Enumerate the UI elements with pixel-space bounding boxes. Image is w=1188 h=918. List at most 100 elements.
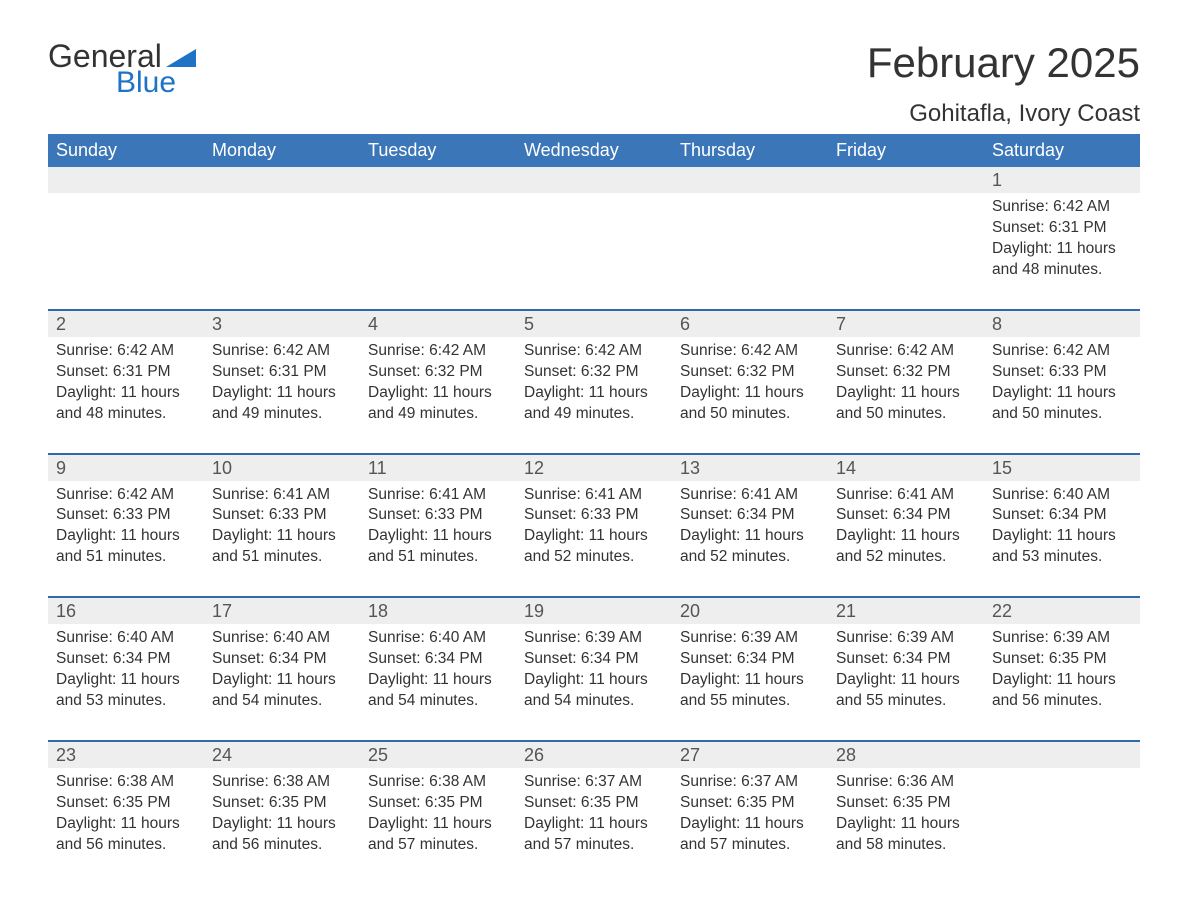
day-details-cell: Sunrise: 6:41 AMSunset: 6:34 PMDaylight:…: [828, 481, 984, 598]
daylight-text: Daylight: 11 hours and 57 minutes.: [680, 814, 820, 856]
daylight-text: Daylight: 11 hours and 58 minutes.: [836, 814, 976, 856]
day-number-cell: 18: [360, 597, 516, 624]
daylight-text: Daylight: 11 hours and 52 minutes.: [680, 526, 820, 568]
sunset-text: Sunset: 6:33 PM: [212, 505, 352, 526]
sunset-text: Sunset: 6:31 PM: [212, 362, 352, 383]
sunrise-text: Sunrise: 6:39 AM: [992, 628, 1132, 649]
daylight-text: Daylight: 11 hours and 54 minutes.: [368, 670, 508, 712]
day-number-cell: 22: [984, 597, 1140, 624]
day-number-cell: 16: [48, 597, 204, 624]
day-number-cell: 2: [48, 310, 204, 337]
day-number-cell: [984, 741, 1140, 768]
dow-sunday: Sunday: [48, 134, 204, 167]
day-details-cell: [828, 193, 984, 310]
day-number-cell: 13: [672, 454, 828, 481]
daylight-text: Daylight: 11 hours and 57 minutes.: [368, 814, 508, 856]
sunrise-text: Sunrise: 6:42 AM: [212, 341, 352, 362]
day-number-cell: 4: [360, 310, 516, 337]
daylight-text: Daylight: 11 hours and 52 minutes.: [524, 526, 664, 568]
dow-saturday: Saturday: [984, 134, 1140, 167]
sunset-text: Sunset: 6:34 PM: [368, 649, 508, 670]
calendar-page: General Blue February 2025 Gohitafla, Iv…: [0, 0, 1188, 918]
day-number-cell: [828, 167, 984, 193]
day-details-cell: Sunrise: 6:42 AMSunset: 6:32 PMDaylight:…: [672, 337, 828, 454]
daylight-text: Daylight: 11 hours and 53 minutes.: [56, 670, 196, 712]
week-details-row: Sunrise: 6:40 AMSunset: 6:34 PMDaylight:…: [48, 624, 1140, 741]
sunset-text: Sunset: 6:35 PM: [56, 793, 196, 814]
daylight-text: Daylight: 11 hours and 57 minutes.: [524, 814, 664, 856]
sunrise-text: Sunrise: 6:42 AM: [524, 341, 664, 362]
day-number-cell: 20: [672, 597, 828, 624]
daylight-text: Daylight: 11 hours and 56 minutes.: [212, 814, 352, 856]
day-details-cell: Sunrise: 6:38 AMSunset: 6:35 PMDaylight:…: [204, 768, 360, 866]
daylight-text: Daylight: 11 hours and 55 minutes.: [680, 670, 820, 712]
day-details-cell: Sunrise: 6:41 AMSunset: 6:34 PMDaylight:…: [672, 481, 828, 598]
day-number-cell: 15: [984, 454, 1140, 481]
daylight-text: Daylight: 11 hours and 53 minutes.: [992, 526, 1132, 568]
day-number-cell: 24: [204, 741, 360, 768]
daylight-text: Daylight: 11 hours and 51 minutes.: [368, 526, 508, 568]
sunset-text: Sunset: 6:35 PM: [836, 793, 976, 814]
day-details-cell: Sunrise: 6:42 AMSunset: 6:33 PMDaylight:…: [984, 337, 1140, 454]
day-number-cell: 19: [516, 597, 672, 624]
daylight-text: Daylight: 11 hours and 54 minutes.: [212, 670, 352, 712]
calendar-table: Sunday Monday Tuesday Wednesday Thursday…: [48, 134, 1140, 865]
day-details-cell: Sunrise: 6:41 AMSunset: 6:33 PMDaylight:…: [360, 481, 516, 598]
sunrise-text: Sunrise: 6:42 AM: [992, 341, 1132, 362]
day-number-cell: 10: [204, 454, 360, 481]
day-details-cell: Sunrise: 6:42 AMSunset: 6:31 PMDaylight:…: [48, 337, 204, 454]
day-number-cell: 3: [204, 310, 360, 337]
day-details-cell: Sunrise: 6:42 AMSunset: 6:31 PMDaylight:…: [204, 337, 360, 454]
sunrise-text: Sunrise: 6:42 AM: [56, 485, 196, 506]
month-title: February 2025: [867, 40, 1140, 86]
week-details-row: Sunrise: 6:42 AMSunset: 6:31 PMDaylight:…: [48, 337, 1140, 454]
sunset-text: Sunset: 6:35 PM: [524, 793, 664, 814]
day-details-cell: Sunrise: 6:41 AMSunset: 6:33 PMDaylight:…: [204, 481, 360, 598]
sunrise-text: Sunrise: 6:36 AM: [836, 772, 976, 793]
sunset-text: Sunset: 6:35 PM: [212, 793, 352, 814]
day-number-cell: 7: [828, 310, 984, 337]
day-details-cell: Sunrise: 6:39 AMSunset: 6:34 PMDaylight:…: [828, 624, 984, 741]
sunset-text: Sunset: 6:31 PM: [56, 362, 196, 383]
week-daynum-row: 2345678: [48, 310, 1140, 337]
week-details-row: Sunrise: 6:38 AMSunset: 6:35 PMDaylight:…: [48, 768, 1140, 866]
sunset-text: Sunset: 6:35 PM: [368, 793, 508, 814]
sunrise-text: Sunrise: 6:40 AM: [56, 628, 196, 649]
week-daynum-row: 16171819202122: [48, 597, 1140, 624]
sunset-text: Sunset: 6:34 PM: [212, 649, 352, 670]
dow-friday: Friday: [828, 134, 984, 167]
day-number-cell: 1: [984, 167, 1140, 193]
dow-tuesday: Tuesday: [360, 134, 516, 167]
day-details-cell: [360, 193, 516, 310]
day-number-cell: 14: [828, 454, 984, 481]
day-details-cell: Sunrise: 6:42 AMSunset: 6:31 PMDaylight:…: [984, 193, 1140, 310]
day-number-cell: [48, 167, 204, 193]
sunrise-text: Sunrise: 6:42 AM: [56, 341, 196, 362]
header: General Blue February 2025 Gohitafla, Iv…: [48, 40, 1140, 128]
sunrise-text: Sunrise: 6:37 AM: [524, 772, 664, 793]
sunset-text: Sunset: 6:34 PM: [56, 649, 196, 670]
sunset-text: Sunset: 6:34 PM: [680, 505, 820, 526]
location-label: Gohitafla, Ivory Coast: [867, 100, 1140, 128]
sunrise-text: Sunrise: 6:39 AM: [524, 628, 664, 649]
sunrise-text: Sunrise: 6:38 AM: [368, 772, 508, 793]
sunset-text: Sunset: 6:32 PM: [680, 362, 820, 383]
day-number-cell: [516, 167, 672, 193]
dow-thursday: Thursday: [672, 134, 828, 167]
day-number-cell: [204, 167, 360, 193]
sunrise-text: Sunrise: 6:39 AM: [836, 628, 976, 649]
sunrise-text: Sunrise: 6:40 AM: [368, 628, 508, 649]
day-details-cell: Sunrise: 6:42 AMSunset: 6:32 PMDaylight:…: [828, 337, 984, 454]
day-number-cell: 9: [48, 454, 204, 481]
daylight-text: Daylight: 11 hours and 50 minutes.: [836, 383, 976, 425]
day-details-cell: Sunrise: 6:39 AMSunset: 6:34 PMDaylight:…: [516, 624, 672, 741]
sunset-text: Sunset: 6:35 PM: [992, 649, 1132, 670]
sunrise-text: Sunrise: 6:41 AM: [836, 485, 976, 506]
logo-word-blue: Blue: [116, 68, 196, 98]
day-number-cell: 8: [984, 310, 1140, 337]
sunrise-text: Sunrise: 6:41 AM: [212, 485, 352, 506]
week-details-row: Sunrise: 6:42 AMSunset: 6:31 PMDaylight:…: [48, 193, 1140, 310]
day-details-cell: [516, 193, 672, 310]
daylight-text: Daylight: 11 hours and 54 minutes.: [524, 670, 664, 712]
daylight-text: Daylight: 11 hours and 56 minutes.: [56, 814, 196, 856]
